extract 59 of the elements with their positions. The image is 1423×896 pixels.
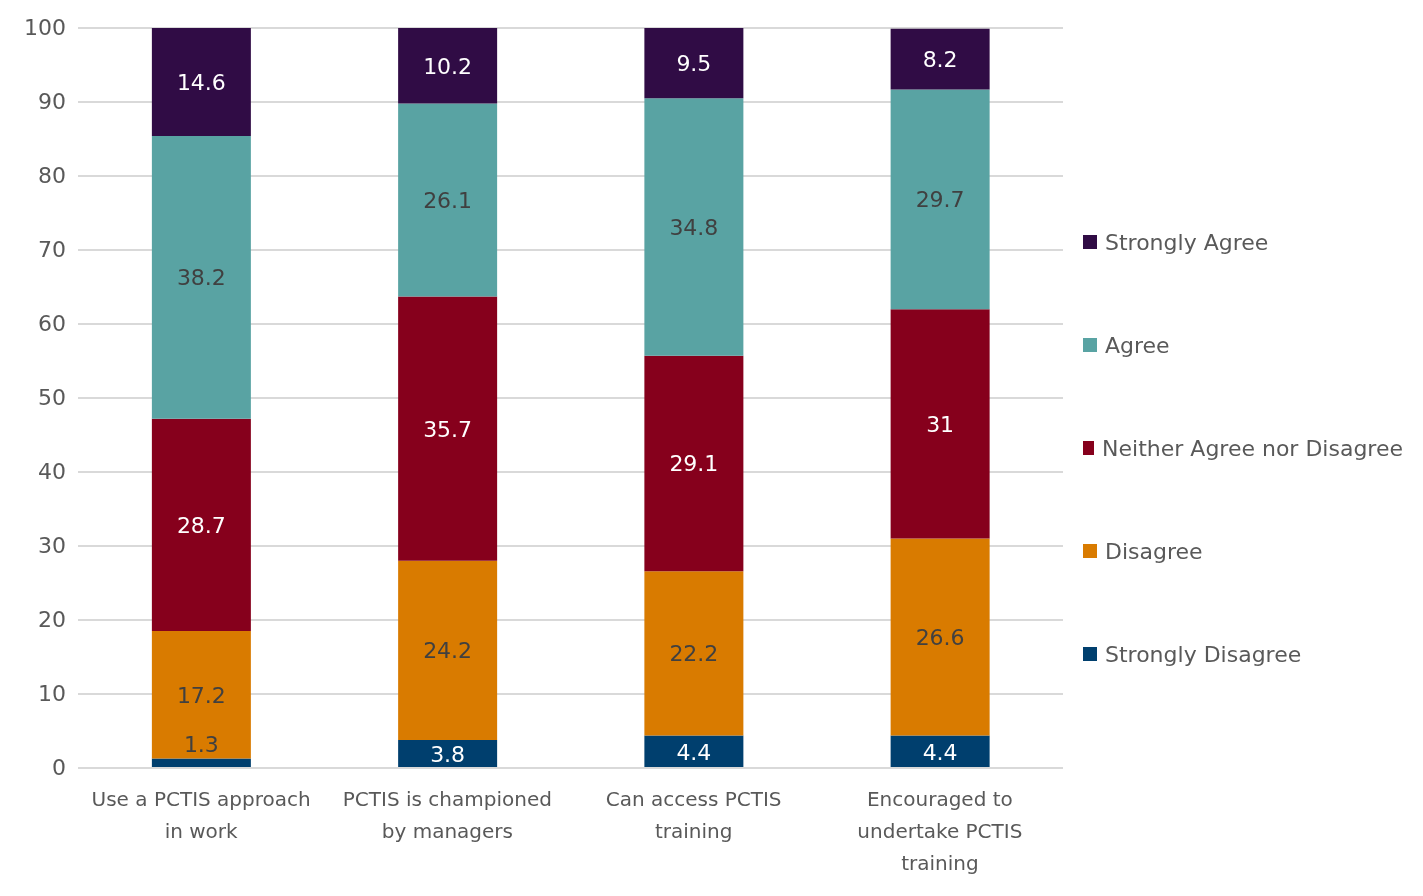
y-tick-label: 100 <box>24 15 66 40</box>
bar <box>890 735 990 768</box>
bar <box>890 538 990 736</box>
bar <box>890 89 990 310</box>
data-label: 14.6 <box>176 70 226 96</box>
legend-label: Neither Agree nor Disagree <box>1102 435 1403 461</box>
y-tick-label: 90 <box>38 89 66 114</box>
data-label: 10.2 <box>423 53 473 79</box>
data-label: 29.1 <box>669 451 719 477</box>
legend-label: Strongly Agree <box>1105 229 1269 255</box>
data-label: 9.5 <box>676 51 712 77</box>
data-label: 8.2 <box>922 47 958 73</box>
x-tick-label: Can access PCTIS training <box>605 787 782 843</box>
y-tick-label: 40 <box>38 459 66 484</box>
data-label: 35.7 <box>423 416 473 442</box>
data-label: 17.2 <box>176 682 226 708</box>
y-tick-label: 70 <box>38 237 66 262</box>
y-tick-label: 30 <box>38 533 66 558</box>
y-tick-label: 50 <box>38 385 66 410</box>
data-label: 29.7 <box>915 187 965 213</box>
data-label: 22.2 <box>669 641 719 667</box>
bar <box>151 631 251 759</box>
bar <box>398 28 498 104</box>
data-label: 26.6 <box>915 625 965 651</box>
bar <box>398 296 498 561</box>
data-label: 4.4 <box>922 739 958 765</box>
bar <box>398 103 498 297</box>
data-label: 28.7 <box>176 512 226 538</box>
bar <box>151 418 251 632</box>
y-tick-label: 10 <box>38 681 66 706</box>
bar <box>151 28 251 137</box>
bar <box>644 735 744 768</box>
bar <box>644 355 744 572</box>
x-tick-label: PCTIS is championed by managers <box>342 787 552 843</box>
data-label: 1.3 <box>183 732 219 758</box>
bar <box>644 571 744 736</box>
bar <box>644 98 744 356</box>
legend-label: Strongly Disagree <box>1105 641 1302 667</box>
bar <box>398 560 498 740</box>
data-label: 26.1 <box>423 188 473 214</box>
y-tick-label: 60 <box>38 311 66 336</box>
legend-label: Agree <box>1105 332 1170 358</box>
bar <box>151 758 251 768</box>
y-tick-label: 0 <box>52 755 66 780</box>
data-label: 31 <box>926 411 955 437</box>
y-tick-label: 20 <box>38 607 66 632</box>
x-tick-label: Encouraged to undertake PCTIS training <box>857 787 1023 875</box>
bar <box>890 28 990 90</box>
bar <box>890 309 990 539</box>
y-tick-label: 80 <box>38 163 66 188</box>
bar <box>644 28 744 99</box>
data-label: 4.4 <box>676 739 712 765</box>
legend-label: Disagree <box>1105 538 1203 564</box>
data-label: 34.8 <box>669 215 719 241</box>
x-tick-label: Use a PCTIS approach in work <box>91 787 311 843</box>
data-label: 38.2 <box>176 265 226 291</box>
bar <box>151 136 251 419</box>
data-label: 3.8 <box>430 741 466 767</box>
data-label: 24.2 <box>423 638 473 664</box>
